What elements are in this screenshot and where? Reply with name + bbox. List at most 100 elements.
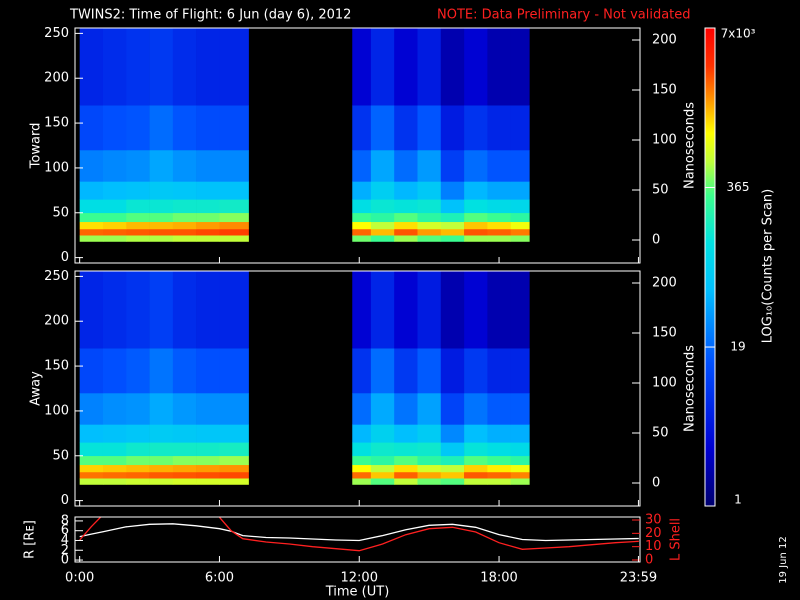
y2-tick-label: 0	[652, 476, 660, 491]
heatmap-cell	[417, 181, 442, 200]
heatmap-cell	[352, 28, 372, 106]
heatmap-cell	[417, 28, 442, 106]
y2-tick-label: 50	[652, 183, 669, 198]
heatmap-cell	[464, 228, 488, 236]
y-tick-label: 0	[61, 493, 69, 508]
heatmap-cell	[417, 212, 442, 223]
heatmap-cell	[102, 212, 127, 223]
heatmap-cell	[219, 28, 249, 106]
heatmap-cell	[394, 105, 418, 151]
heatmap-cell	[394, 221, 418, 230]
heatmap-cell	[510, 464, 530, 473]
y-tick-label: 150	[44, 359, 69, 374]
heatmap-cell	[417, 442, 442, 457]
y-tick-label: 100	[44, 403, 69, 418]
heatmap-cell	[219, 442, 249, 457]
heatmap-cell	[172, 181, 197, 200]
heatmap-cell	[352, 442, 372, 457]
heatmap-cell	[102, 271, 127, 349]
y2-tick-label: 10	[645, 539, 662, 554]
heatmap-cell	[440, 28, 465, 106]
heatmap-cell	[464, 442, 488, 457]
y2-axis-label: Nanoseconds	[683, 345, 698, 432]
heatmap-cell	[417, 478, 442, 485]
y2-axis-label: Nanoseconds	[683, 102, 698, 189]
heatmap-cell	[126, 392, 150, 425]
y-tick-label: 50	[52, 448, 69, 463]
heatmap-cell	[510, 392, 530, 425]
heatmap-cell	[149, 392, 174, 425]
heatmap-cell	[417, 348, 442, 394]
heatmap-cell	[487, 424, 511, 443]
heatmap-cell	[510, 221, 530, 230]
heatmap-cell	[352, 181, 372, 200]
y-tick-label: 8	[61, 513, 69, 528]
heatmap-cell	[149, 235, 174, 242]
heatmap-cell	[196, 455, 220, 466]
x-tick-label: 18:00	[480, 571, 517, 586]
heatmap-cell	[370, 212, 395, 223]
heatmap-cell	[172, 228, 197, 236]
heatmap-cell	[370, 149, 395, 182]
heatmap-cell	[394, 149, 418, 182]
heatmap-cell	[440, 199, 465, 214]
heatmap-cell	[417, 392, 442, 425]
x-tick-label: 12:00	[341, 571, 378, 586]
heatmap-cell	[370, 105, 395, 151]
heatmap-cell	[394, 181, 418, 200]
heatmap-cell	[510, 455, 530, 466]
heatmap-cell	[149, 105, 174, 151]
heatmap-cell	[172, 105, 197, 151]
heatmap-cell	[440, 348, 465, 394]
heatmap-cell	[126, 478, 150, 485]
heatmap-cell	[219, 392, 249, 425]
heatmap-cell	[487, 181, 511, 200]
heatmap-cell	[126, 149, 150, 182]
heatmap-cell	[149, 181, 174, 200]
heatmap-cell	[487, 199, 511, 214]
heatmap-cell	[352, 271, 372, 349]
heatmap-cell	[79, 478, 104, 485]
heatmap-cell	[370, 442, 395, 457]
heatmap-cell	[352, 424, 372, 443]
heatmap-cell	[370, 424, 395, 443]
heatmap-cell	[79, 392, 104, 425]
heatmap-cell	[417, 271, 442, 349]
heatmap-cell	[352, 392, 372, 425]
y-tick-label: 6	[61, 523, 69, 538]
heatmap-cell	[352, 105, 372, 151]
y-tick-label: 50	[52, 205, 69, 220]
y2-tick-label: 0	[645, 553, 653, 568]
heatmap-cell	[196, 105, 220, 151]
heatmap-cell	[370, 235, 395, 242]
heatmap-cell	[79, 348, 104, 394]
heatmap-cell	[487, 471, 511, 479]
heatmap-cell	[440, 471, 465, 479]
heatmap-cell	[219, 455, 249, 466]
heatmap-cell	[464, 221, 488, 230]
heatmap-cell	[196, 181, 220, 200]
heatmap-cell	[394, 471, 418, 479]
colorbar-tick-label: 365	[727, 180, 750, 194]
heatmap-cell	[510, 149, 530, 182]
y-tick-label: 200	[44, 71, 69, 86]
heatmap-cell	[352, 221, 372, 230]
heatmap-cell	[79, 149, 104, 182]
heatmap-cell	[219, 181, 249, 200]
heatmap-cell	[219, 149, 249, 182]
y2-tick-label: 30	[645, 513, 662, 528]
line-series	[79, 517, 639, 552]
heatmap-cell	[510, 478, 530, 485]
heatmap-cell	[352, 478, 372, 485]
heatmap-cell	[440, 442, 465, 457]
y2-tick-label: 100	[652, 133, 677, 148]
heatmap-cell	[102, 149, 127, 182]
heatmap-cell	[487, 455, 511, 466]
heatmap-cell	[102, 28, 127, 106]
y-tick-label: 100	[44, 160, 69, 175]
heatmap-cell	[352, 464, 372, 473]
heatmap-cell	[440, 464, 465, 473]
heatmap-cell	[196, 149, 220, 182]
y-tick-label: 250	[44, 26, 69, 41]
x-axis-label: Time (UT)	[325, 585, 390, 600]
